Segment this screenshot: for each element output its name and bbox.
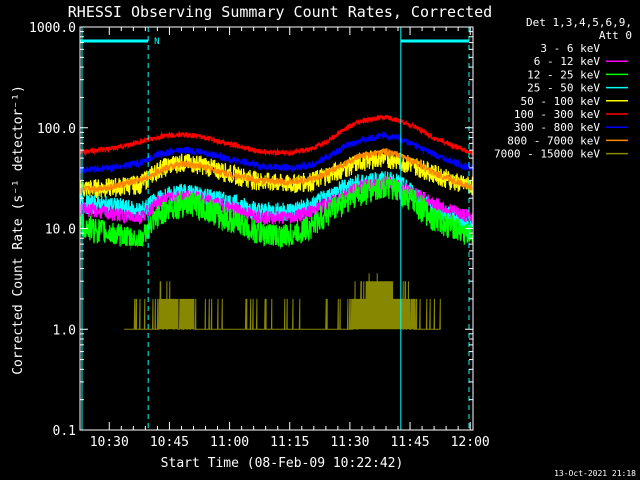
- x-tick-label: 11:45: [390, 435, 429, 450]
- legend-header-detectors: Det 1,3,4,5,6,9,: [526, 16, 632, 29]
- series-line: [124, 273, 441, 330]
- legend-entry-label: 300 - 800 keV: [514, 121, 600, 134]
- legend-entry-label: 100 - 300 keV: [514, 108, 600, 121]
- y-tick-label: 10.0: [45, 223, 76, 238]
- legend-entry-label: 25 - 50 keV: [527, 82, 600, 95]
- y-axis-label: Corrected Count Rate (s⁻¹ detector⁻¹): [11, 85, 26, 375]
- series-line: [79, 147, 474, 195]
- legend-entry-label: 50 - 100 keV: [521, 95, 601, 108]
- legend-entry-label: 12 - 25 keV: [527, 68, 600, 81]
- x-tick-label: 10:45: [150, 435, 189, 450]
- y-tick-label: 0.1: [53, 424, 76, 439]
- axes: 10:30 10:45 11:00 11:15 11:30 11:45 12:00 1000.…: [29, 21, 490, 450]
- series-line: [79, 147, 474, 199]
- legend-entry-label: 7000 - 15000 keV: [494, 148, 600, 161]
- y-tick-label: 1.0: [53, 323, 76, 338]
- x-tick-label: 12:00: [451, 435, 490, 450]
- y-tick-label: 100.0: [37, 122, 76, 137]
- legend-header-attenuator: Att 0: [599, 29, 632, 42]
- x-tick-label: 11:30: [330, 435, 369, 450]
- chart-title: RHESSI Observing Summary Count Rates, Co…: [68, 3, 492, 21]
- x-tick-label: 11:00: [210, 435, 249, 450]
- series-line: [79, 114, 474, 158]
- legend-entry-label: 800 - 7000 keV: [507, 134, 600, 147]
- series-line: [79, 131, 474, 175]
- legend-entry-label: 6 - 12 keV: [534, 55, 601, 68]
- series-line: [78, 196, 475, 271]
- generated-timestamp: 13-Oct-2021 21:18: [554, 469, 636, 478]
- flag-label: N: [154, 37, 159, 47]
- series-line: [79, 175, 474, 255]
- x-tick-label: 10:30: [90, 435, 129, 450]
- x-axis-label: Start Time (08-Feb-09 10:22:42): [161, 456, 404, 471]
- y-tick-label: 1000.0: [29, 21, 76, 36]
- legend-entry-label: 3 - 6 keV: [540, 42, 600, 55]
- x-tick-label: 11:15: [270, 435, 309, 450]
